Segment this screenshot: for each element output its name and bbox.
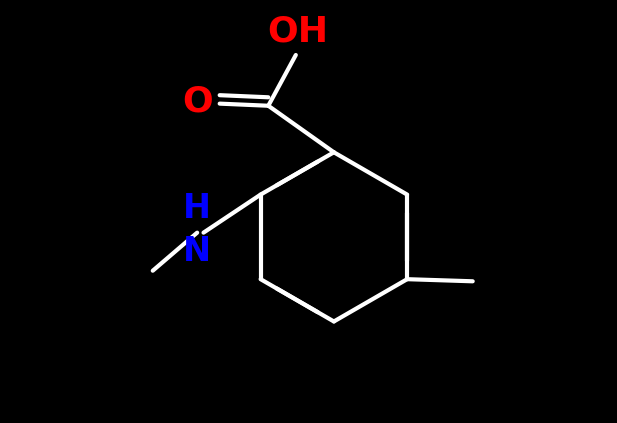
Text: OH: OH (267, 15, 328, 49)
Text: N: N (183, 235, 211, 268)
Text: O: O (183, 85, 213, 118)
Text: H: H (183, 192, 211, 225)
